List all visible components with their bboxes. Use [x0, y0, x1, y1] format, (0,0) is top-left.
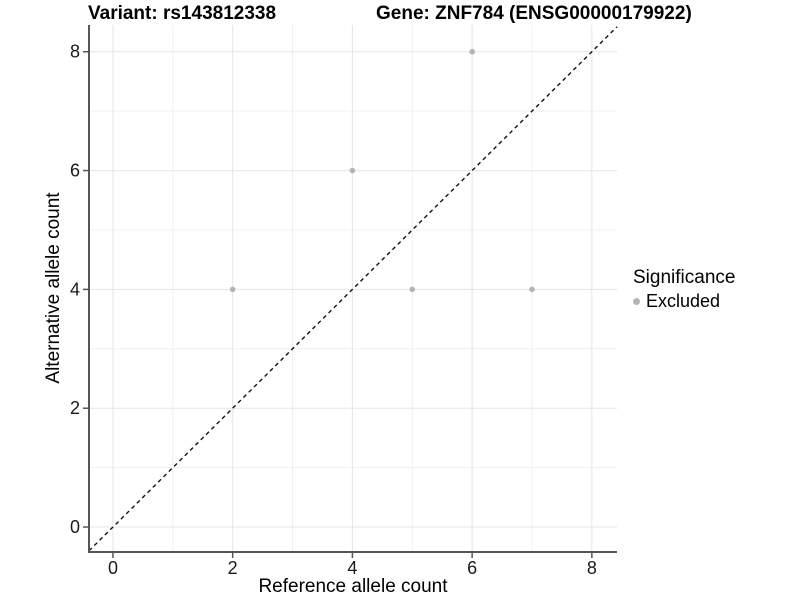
x-tick-label: 0: [108, 558, 118, 578]
y-tick-label: 4: [70, 279, 80, 299]
x-tick-label: 8: [587, 558, 597, 578]
data-point: [409, 286, 416, 293]
legend-item-excluded: Excluded: [633, 291, 735, 311]
y-tick-label: 2: [70, 398, 80, 418]
legend-item-label: Excluded: [646, 291, 721, 311]
y-tick-label: 8: [70, 42, 80, 62]
y-tick-label: 6: [70, 161, 80, 181]
data-point: [349, 167, 356, 174]
y-axis-title: Alternative allele count: [43, 192, 64, 384]
y-tick-label: 0: [70, 517, 80, 537]
x-tick-label: 4: [347, 558, 357, 578]
x-tick-label: 2: [228, 558, 238, 578]
data-point: [229, 286, 236, 293]
x-tick-label: 6: [467, 558, 477, 578]
legend: Significance Excluded: [633, 266, 735, 311]
legend-key-excluded-dot-icon: [633, 297, 640, 305]
plot-title-variant: Variant: rs143812338: [88, 3, 277, 24]
legend-title: Significance: [633, 267, 736, 288]
identity-dashed-line: [88, 26, 618, 552]
x-axis-title: Reference allele count: [258, 576, 448, 597]
data-point: [529, 286, 535, 293]
plot-title-gene: Gene: ZNF784 (ENSG00000179922): [376, 3, 692, 24]
data-point: [469, 48, 475, 55]
